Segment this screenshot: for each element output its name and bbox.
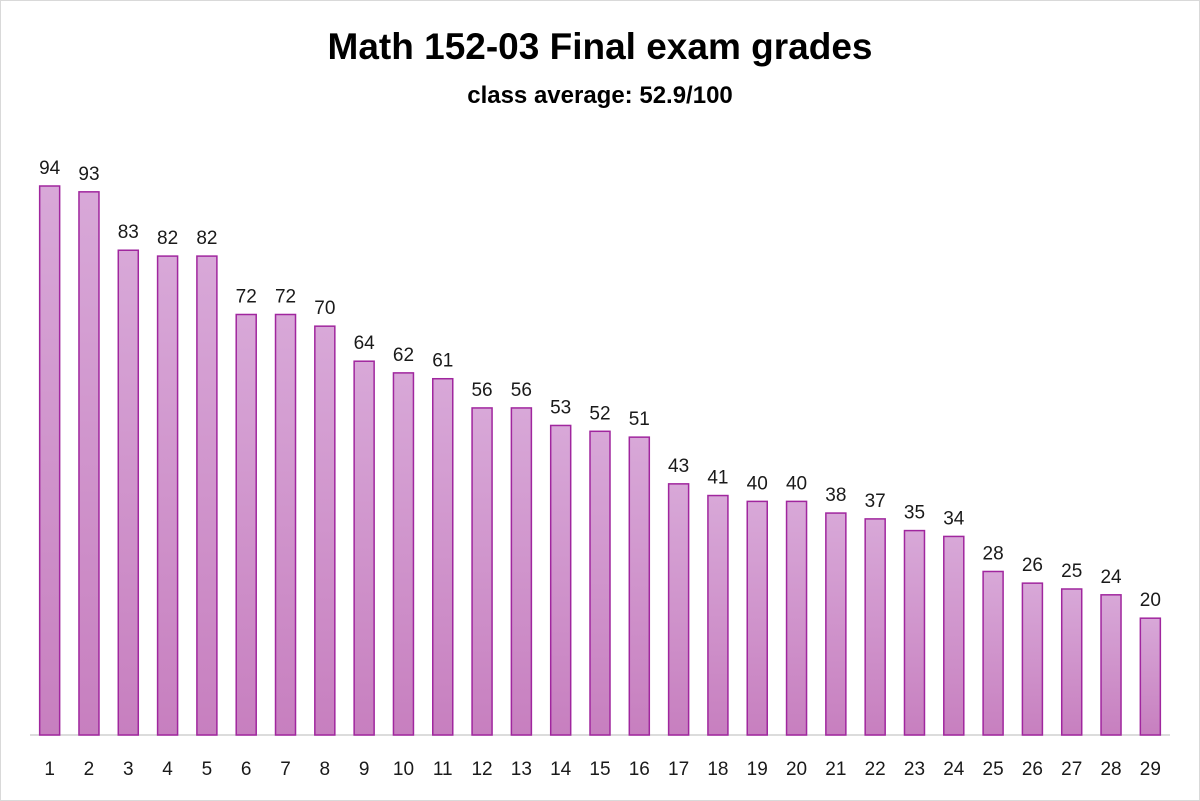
data-label-11: 61 (432, 351, 453, 372)
x-tick-label-20: 20 (786, 759, 807, 780)
data-label-25: 28 (983, 543, 1004, 564)
data-label-6: 72 (236, 286, 257, 307)
x-tick-label-23: 23 (904, 759, 925, 780)
bar-26 (1021, 582, 1044, 736)
data-label-8: 70 (314, 298, 335, 319)
x-tick-label-3: 3 (123, 759, 134, 780)
data-label-2: 93 (78, 164, 99, 185)
x-tick-labels-group: 1 2 3 4 5 6 7 8 9 10 11 12 13 14 15 16 17 18 19 20 21 22 23 24 2… (44, 759, 1161, 780)
bar-24 (943, 535, 965, 736)
data-label-5: 82 (196, 228, 217, 249)
bar-25 (982, 570, 1004, 736)
bar-3 (117, 249, 140, 736)
bar-14 (549, 424, 572, 736)
x-tick-label-16: 16 (629, 759, 650, 780)
x-tick-label-18: 18 (707, 759, 728, 780)
data-labels-group: 94 93 83 82 82 72 72 70 64 62 61 56 56 53 52 51 43 41 40 40… (39, 158, 1161, 611)
bar-13 (510, 407, 533, 736)
data-label-7: 72 (275, 286, 296, 307)
chart-title: Math 152-03 Final exam grades (327, 26, 873, 67)
bars-group (38, 185, 1162, 736)
data-label-19: 40 (747, 473, 768, 494)
data-label-16: 51 (629, 409, 650, 430)
x-tick-label-6: 6 (241, 759, 252, 780)
x-tick-label-10: 10 (393, 759, 414, 780)
x-tick-label-5: 5 (202, 759, 213, 780)
data-label-26: 26 (1022, 555, 1043, 576)
data-label-23: 35 (904, 503, 925, 524)
x-tick-label-12: 12 (471, 759, 492, 780)
x-tick-label-28: 28 (1100, 759, 1121, 780)
x-tick-label-8: 8 (320, 759, 331, 780)
data-label-24: 34 (943, 508, 965, 529)
x-tick-label-11: 11 (433, 759, 453, 780)
x-tick-label-26: 26 (1022, 759, 1043, 780)
bar-28 (1100, 594, 1122, 736)
data-label-15: 52 (589, 403, 610, 424)
data-label-28: 24 (1100, 567, 1122, 588)
x-tick-label-13: 13 (511, 759, 532, 780)
bar-21 (825, 512, 847, 736)
bar-7 (274, 313, 297, 736)
bar-16 (628, 436, 651, 736)
bar-10 (392, 372, 415, 736)
bar-15 (589, 430, 611, 736)
bar-1 (38, 185, 61, 736)
data-label-21: 38 (825, 485, 846, 506)
bar-2 (78, 191, 100, 736)
x-tick-label-4: 4 (162, 759, 173, 780)
bar-17 (667, 483, 690, 736)
bar-12 (471, 407, 493, 736)
data-label-13: 56 (511, 380, 532, 401)
x-tick-label-29: 29 (1140, 759, 1161, 780)
bar-29 (1139, 617, 1162, 736)
bar-22 (864, 518, 886, 736)
data-label-14: 53 (550, 397, 571, 418)
data-label-27: 25 (1061, 561, 1082, 582)
x-tick-label-7: 7 (280, 759, 291, 780)
data-label-29: 20 (1140, 590, 1161, 611)
bar-4 (156, 255, 179, 736)
data-label-18: 41 (707, 468, 728, 489)
bar-18 (707, 494, 729, 736)
data-label-1: 94 (39, 158, 61, 179)
bar-5 (196, 255, 218, 736)
bar-6 (235, 313, 257, 736)
bar-9 (353, 360, 375, 736)
data-label-17: 43 (668, 456, 689, 477)
x-tick-label-15: 15 (589, 759, 610, 780)
data-label-22: 37 (865, 491, 886, 512)
x-tick-label-24: 24 (943, 759, 965, 780)
bar-11 (432, 377, 454, 736)
bar-8 (314, 325, 336, 736)
data-label-4: 82 (157, 228, 178, 249)
x-tick-label-19: 19 (747, 759, 768, 780)
data-label-9: 64 (354, 333, 376, 354)
data-label-10: 62 (393, 345, 414, 366)
x-tick-label-2: 2 (84, 759, 95, 780)
data-label-20: 40 (786, 473, 807, 494)
bar-27 (1060, 588, 1083, 736)
bar-20 (785, 500, 808, 736)
x-tick-label-27: 27 (1061, 759, 1082, 780)
data-label-12: 56 (471, 380, 492, 401)
chart-subtitle: class average: 52.9/100 (467, 82, 733, 109)
x-tick-label-14: 14 (550, 759, 572, 780)
x-tick-label-21: 21 (825, 759, 846, 780)
x-tick-label-1: 1 (44, 759, 55, 780)
x-tick-label-17: 17 (668, 759, 689, 780)
x-tick-label-9: 9 (359, 759, 370, 780)
x-tick-label-22: 22 (865, 759, 886, 780)
bar-19 (746, 500, 768, 736)
data-label-3: 83 (118, 222, 139, 243)
x-tick-label-25: 25 (983, 759, 1004, 780)
bar-23 (903, 529, 926, 736)
